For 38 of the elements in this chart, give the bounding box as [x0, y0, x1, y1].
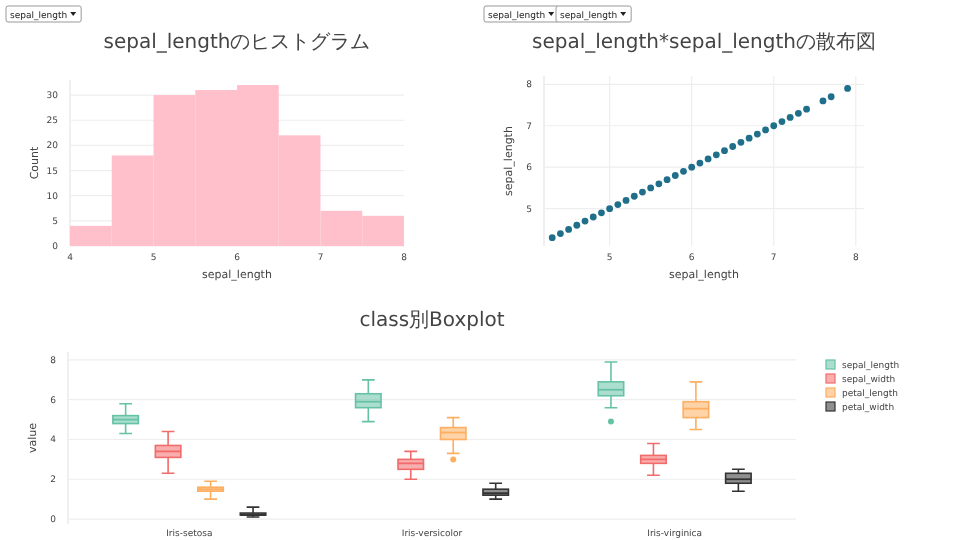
point [729, 143, 737, 150]
point [606, 205, 614, 213]
point [778, 118, 786, 126]
point [573, 221, 581, 229]
chart-title: sepal_lengthのヒストグラム [103, 32, 371, 54]
point [557, 230, 564, 237]
point [786, 114, 794, 121]
point [803, 105, 810, 113]
point [639, 188, 646, 196]
point [745, 134, 753, 142]
chart-title: sepal_length*sepal_lengthの散布図 [532, 30, 876, 54]
point [819, 97, 827, 105]
point [753, 130, 761, 138]
point [770, 122, 778, 130]
point [614, 201, 622, 208]
point [647, 184, 655, 192]
point [844, 85, 851, 92]
point [827, 93, 835, 101]
point [589, 213, 597, 221]
point [688, 163, 696, 171]
point [598, 209, 605, 217]
point [630, 192, 638, 200]
point [696, 159, 704, 167]
point [762, 126, 769, 134]
point [704, 155, 712, 163]
point [548, 234, 556, 242]
point [565, 226, 573, 233]
chart-title: class別Boxplot [359, 310, 505, 332]
point [622, 196, 630, 204]
point [712, 151, 720, 159]
point [721, 147, 728, 155]
point [680, 167, 687, 175]
point [663, 176, 671, 184]
point [737, 138, 745, 146]
point [581, 217, 589, 225]
point [794, 109, 802, 117]
point [655, 180, 663, 188]
point [671, 172, 679, 179]
